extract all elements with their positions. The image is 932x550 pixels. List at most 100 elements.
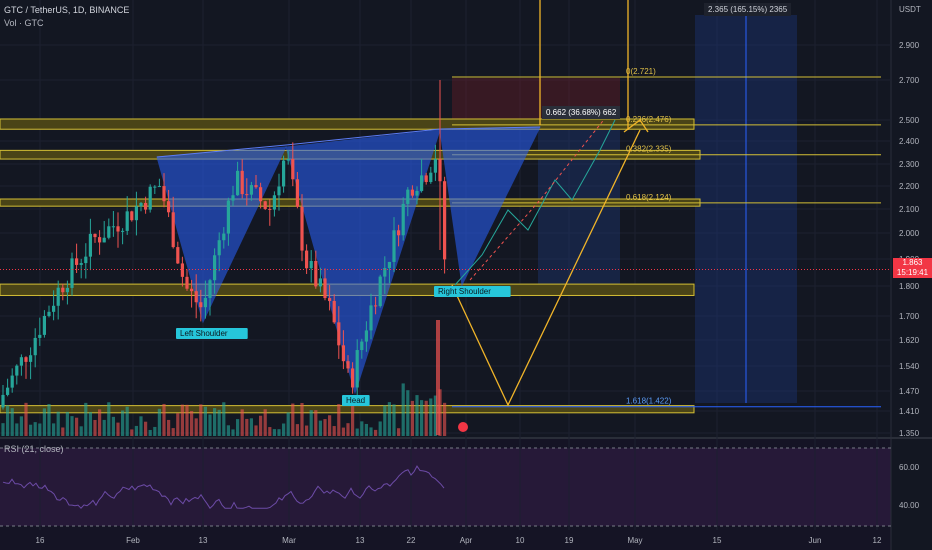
candle-body (314, 260, 318, 287)
x-tick-label: 19 (565, 536, 574, 545)
volume-bar (157, 408, 161, 436)
price-badge-value: 1.863 (902, 258, 923, 267)
symbol-title[interactable]: GTC / TetherUS, 1D, BINANCE (4, 5, 130, 15)
candle-body (236, 170, 240, 196)
candle-body (208, 280, 212, 298)
x-tick-label: Jun (809, 536, 822, 545)
candle-body (254, 185, 258, 188)
y-tick-label: 2.200 (899, 182, 920, 191)
candle-body (65, 287, 69, 293)
volume-bar (369, 427, 373, 436)
volume-bar (291, 403, 295, 436)
x-tick-label: Mar (282, 536, 296, 545)
volume-bar (351, 402, 355, 436)
x-tick-label: 12 (873, 536, 882, 545)
volume-bar (199, 404, 203, 436)
volume-bar (263, 409, 267, 436)
price-badge: 1.863 15:19:41 (893, 258, 932, 278)
volume-bar (176, 413, 180, 436)
candle-body (323, 278, 327, 299)
volume-bar (286, 412, 290, 436)
rsi-legend[interactable]: RSI (21, close) (4, 444, 64, 454)
candle-body (162, 186, 166, 202)
volume-bar (378, 421, 382, 436)
y-tick-label: 2.300 (899, 160, 920, 169)
volume-bar (236, 419, 240, 436)
candle-body (176, 247, 180, 264)
volume-bar (415, 395, 419, 436)
volume-bar (337, 404, 341, 436)
volume-bar (56, 411, 60, 436)
volume-bar (328, 415, 332, 436)
volume-legend[interactable]: Vol · GTC (4, 18, 44, 28)
candle-body (203, 297, 207, 308)
candle-body (259, 187, 263, 202)
volume-bar (130, 429, 134, 436)
candle-body (29, 355, 33, 362)
volume-bar (424, 400, 428, 436)
fib-level-label: 0.382(2.335) (626, 145, 672, 154)
y-tick-label: 2.400 (899, 137, 920, 146)
candle-body (318, 278, 322, 287)
x-tick-label: May (627, 536, 642, 545)
candle-body (38, 334, 42, 338)
candle-body (415, 190, 419, 196)
candle-body (33, 337, 37, 356)
volume-bar (323, 419, 327, 436)
volume-bar (65, 411, 69, 436)
fib-level-label: 1.618(1.422) (626, 397, 672, 406)
x-tick-label: 13 (356, 536, 365, 545)
volume-bar (213, 408, 217, 436)
volume-bar (245, 418, 249, 436)
volume-bar (387, 402, 391, 436)
volume-bar (203, 406, 207, 436)
pattern-label-bg (434, 286, 511, 297)
candle-body (52, 305, 56, 312)
candle-body (144, 202, 148, 210)
sr-zone (0, 118, 695, 130)
candle-body (351, 368, 355, 388)
measure-mid-label: 0.662 (36.68%) 662 (542, 106, 621, 119)
volume-bar (180, 404, 184, 436)
volume-bar (208, 414, 212, 436)
candle-body (107, 226, 111, 238)
y-tick-label: 1.470 (899, 387, 920, 396)
volume-bar (429, 398, 433, 436)
candle-body (213, 255, 217, 281)
volume-bar (107, 402, 111, 436)
candle-body (93, 233, 97, 238)
candle-body (139, 202, 143, 207)
x-tick-label: 13 (199, 536, 208, 545)
candle-body (190, 288, 194, 292)
volume-bar (47, 404, 51, 436)
volume-bar (272, 429, 276, 436)
candle-body (157, 186, 161, 188)
y-tick-label: 1.350 (899, 429, 920, 438)
volume-bar (383, 405, 387, 436)
volume-bar (125, 406, 129, 436)
volume-bar (121, 410, 125, 436)
volume-bar (70, 416, 74, 436)
volume-bar (222, 402, 226, 436)
candle-body (79, 263, 83, 265)
candle-body (180, 263, 184, 277)
candle-body (88, 233, 92, 257)
candle-body (226, 200, 230, 234)
x-tick-label: 10 (516, 536, 525, 545)
target-path-v (451, 129, 641, 407)
candle-body (10, 375, 14, 388)
candle-body (111, 226, 115, 228)
volume-bar (355, 428, 359, 436)
candle-body (268, 208, 272, 210)
volume-bar (254, 425, 258, 436)
candle-body (102, 237, 106, 243)
candle-body (231, 195, 235, 201)
volume-bar (84, 402, 88, 436)
volume-bar (300, 402, 304, 436)
volume-bar (282, 423, 286, 436)
candle-body (277, 186, 281, 196)
candle-body (337, 322, 341, 346)
candle-body (443, 181, 447, 260)
